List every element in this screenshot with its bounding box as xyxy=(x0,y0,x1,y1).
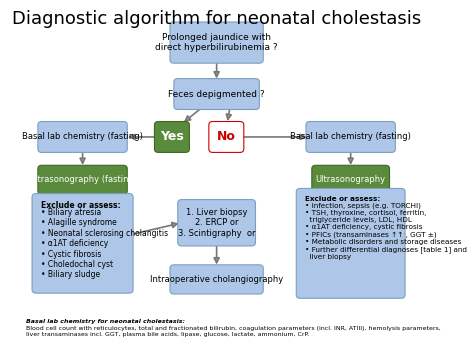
Text: Blood cell count with reticulocytes, total and fractionated bilirubin, coagulati: Blood cell count with reticulocytes, tot… xyxy=(26,326,441,337)
Text: • Biliary atresia
• Alagille syndrome
• Neonatal sclerosing cholangitis
• α1AT d: • Biliary atresia • Alagille syndrome • … xyxy=(41,208,168,280)
FancyBboxPatch shape xyxy=(209,121,244,152)
Text: 1. Liver biopsy
2. ERCP or
3. Scintigraphy  or: 1. Liver biopsy 2. ERCP or 3. Scintigrap… xyxy=(178,208,255,238)
Text: Basal lab chemistry for neonatal cholestasis:: Basal lab chemistry for neonatal cholest… xyxy=(26,319,185,324)
Text: Exclude or assess:: Exclude or assess: xyxy=(41,201,120,210)
Text: Ultrasonography (fasting): Ultrasonography (fasting) xyxy=(28,175,137,184)
Text: Feces depigmented ?: Feces depigmented ? xyxy=(168,90,265,99)
Text: Exclude or assess:: Exclude or assess: xyxy=(305,196,380,202)
FancyBboxPatch shape xyxy=(170,265,263,294)
Text: No: No xyxy=(217,130,236,144)
FancyBboxPatch shape xyxy=(296,189,405,298)
Text: Yes: Yes xyxy=(160,130,184,144)
Text: Prolonged jaundice with
direct hyperbilirubinemia ?: Prolonged jaundice with direct hyperbili… xyxy=(155,33,278,52)
Text: • Infection, sepsis (e.g. TORCHI)
• TSH, thyroxine, cortisol, ferritin,
  trigly: • Infection, sepsis (e.g. TORCHI) • TSH,… xyxy=(305,203,467,260)
Text: Intraoperative cholangiography: Intraoperative cholangiography xyxy=(150,275,283,284)
Text: Basal lab chemistry (fasting): Basal lab chemistry (fasting) xyxy=(290,133,411,142)
Text: Diagnostic algorithm for neonatal cholestasis: Diagnostic algorithm for neonatal choles… xyxy=(12,10,421,28)
FancyBboxPatch shape xyxy=(38,121,127,152)
Text: Ultrasonography: Ultrasonography xyxy=(316,175,386,184)
FancyBboxPatch shape xyxy=(155,121,190,152)
FancyBboxPatch shape xyxy=(32,194,133,293)
FancyBboxPatch shape xyxy=(174,79,259,109)
FancyBboxPatch shape xyxy=(170,22,263,63)
FancyBboxPatch shape xyxy=(306,121,395,152)
FancyBboxPatch shape xyxy=(38,165,127,194)
FancyBboxPatch shape xyxy=(312,165,390,194)
FancyBboxPatch shape xyxy=(178,200,255,246)
Text: Basal lab chemistry (fasting): Basal lab chemistry (fasting) xyxy=(22,133,143,142)
